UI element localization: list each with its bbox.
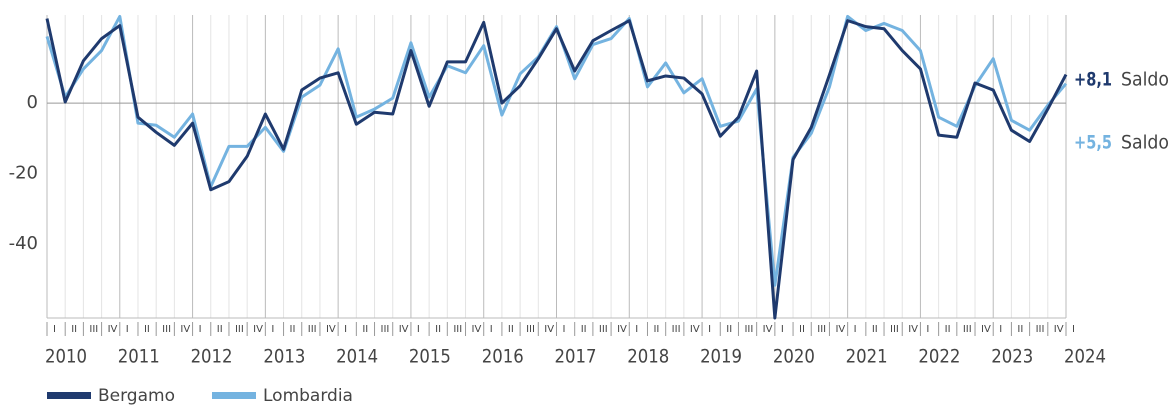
year-label: 2022 — [918, 346, 960, 368]
y-tick-label: -20 — [9, 163, 38, 184]
x-tick-label: II — [144, 324, 150, 335]
year-label: 2015 — [409, 346, 451, 368]
year-label: 2016 — [482, 346, 524, 368]
x-tick-label: IV — [908, 324, 918, 335]
y-tick-label: 0 — [27, 92, 38, 113]
year-label: 2020 — [773, 346, 815, 368]
x-tick-label: I — [1072, 324, 1075, 335]
x-tick-label: II — [726, 324, 732, 335]
x-tick-label: II — [799, 324, 805, 335]
legend-swatch — [47, 392, 91, 399]
x-tick-label: I — [708, 324, 711, 335]
end-text: Saldo — [1121, 132, 1169, 154]
x-tick-label: III — [963, 324, 972, 335]
x-tick-label: III — [817, 324, 826, 335]
x-tick-label: I — [53, 324, 56, 335]
x-tick-label: III — [453, 324, 462, 335]
x-tick-label: III — [526, 324, 535, 335]
x-tick-label: I — [417, 324, 420, 335]
year-label: 2017 — [555, 346, 597, 368]
x-tick-label: III — [672, 324, 681, 335]
x-tick-label: IV — [617, 324, 627, 335]
legend-label: Bergamo — [98, 386, 175, 406]
x-tick-label: I — [635, 324, 638, 335]
x-tick-label: IV — [690, 324, 700, 335]
x-tick-label: I — [926, 324, 929, 335]
x-tick-label: IV — [399, 324, 409, 335]
x-tick-label: III — [744, 324, 753, 335]
x-tick-label: I — [781, 324, 784, 335]
x-tick-label: III — [1036, 324, 1045, 335]
x-tick-label: IV — [763, 324, 773, 335]
x-tick-label: IV — [253, 324, 263, 335]
y-tick-label: -40 — [9, 233, 38, 254]
series-line — [45, 18, 1068, 320]
x-tick-label: II — [435, 324, 441, 335]
x-tick-label: IV — [1054, 324, 1064, 335]
x-tick-label: IV — [835, 324, 845, 335]
x-tick-label: IV — [326, 324, 336, 335]
x-tick-label: III — [890, 324, 899, 335]
year-label: 2012 — [191, 346, 233, 368]
x-tick-label: IV — [180, 324, 190, 335]
x-tick-label: I — [999, 324, 1002, 335]
x-tick-label: II — [71, 324, 77, 335]
x-tick-label: I — [271, 324, 274, 335]
x-tick-label: II — [290, 324, 296, 335]
x-tick-label: I — [199, 324, 202, 335]
year-label: 2024 — [1064, 346, 1106, 368]
year-label: 2013 — [263, 346, 305, 368]
x-tick-label: II — [362, 324, 368, 335]
x-tick-label: II — [581, 324, 587, 335]
year-label: 2021 — [846, 346, 888, 368]
year-label: 2019 — [700, 346, 742, 368]
x-tick-label: II — [217, 324, 223, 335]
x-tick-label: I — [126, 324, 129, 335]
x-tick-label: III — [162, 324, 171, 335]
year-label: 2023 — [991, 346, 1033, 368]
x-tick-label: IV — [472, 324, 482, 335]
legend-label: Lombardia — [263, 386, 353, 406]
x-tick-label: III — [308, 324, 317, 335]
series-line — [45, 14, 1068, 287]
x-tick-label: III — [599, 324, 608, 335]
x-tick-label: IV — [108, 324, 118, 335]
x-tick-label: III — [235, 324, 244, 335]
x-tick-label: II — [508, 324, 514, 335]
x-tick-label: II — [945, 324, 951, 335]
x-tick-label: II — [1017, 324, 1023, 335]
x-tick-label: III — [89, 324, 98, 335]
x-tick-label: I — [563, 324, 566, 335]
end-label: +5,5 — [1074, 132, 1112, 154]
x-tick-label: I — [854, 324, 857, 335]
x-tick-label: I — [344, 324, 347, 335]
x-tick-label: II — [872, 324, 878, 335]
x-tick-label: I — [490, 324, 493, 335]
x-tick-label: IV — [544, 324, 554, 335]
end-text: Saldo — [1121, 69, 1169, 91]
x-tick-label: IV — [981, 324, 991, 335]
x-tick-label: III — [381, 324, 390, 335]
end-label: +8,1 — [1074, 69, 1112, 91]
x-tick-label: II — [653, 324, 659, 335]
year-label: 2018 — [627, 346, 669, 368]
year-label: 2010 — [45, 346, 87, 368]
year-label: 2011 — [118, 346, 160, 368]
year-label: 2014 — [336, 346, 378, 368]
legend-swatch — [212, 392, 256, 399]
